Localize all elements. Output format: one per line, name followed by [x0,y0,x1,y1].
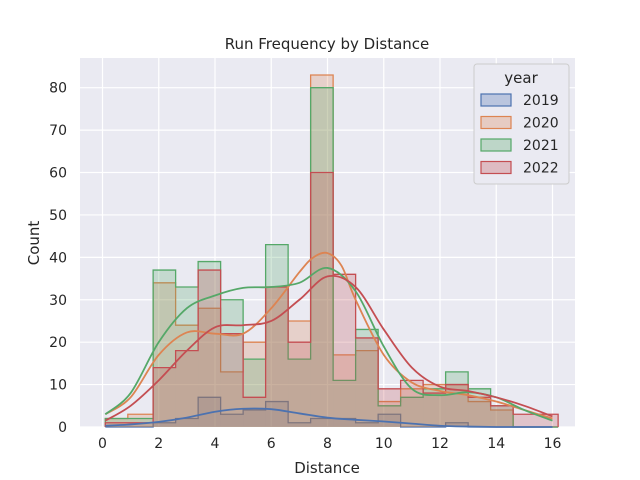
legend-item-2019: 2019 [480,93,559,109]
bar-2022 [490,405,514,427]
legend-item-2020: 2020 [480,115,559,132]
legend-item-2022: 2022 [480,160,559,177]
bar-2020 [153,282,176,427]
bar-2019 [310,418,334,427]
histogram-bars [104,74,559,428]
bar-2022 [175,350,199,427]
legend-item-2021: 2021 [480,138,559,154]
kde-line-2022 [104,275,553,422]
y-tick-label: 0 [58,420,67,436]
bar-2019 [220,414,244,427]
y-tick-label: 20 [49,335,67,351]
bar-2022 [243,397,266,427]
legend-label: 2021 [523,138,559,154]
bars-2022 [104,171,559,427]
bar-2022 [265,287,289,427]
y-axis-label: Count [25,221,43,266]
bar-2020 [220,371,244,427]
bar-2020 [288,320,311,427]
bar-2019 [445,422,469,427]
x-tick-labels: 0 2 4 6 8 10 12 14 16 [98,436,561,452]
legend-label: 2019 [523,93,559,109]
bar-2019 [288,422,311,427]
legend-title: year [504,69,538,87]
legend: year 2019 2020 2021 2022 [473,63,570,185]
legend-swatch [480,93,512,107]
bar-2019 [243,410,266,427]
bar-2019 [175,418,199,427]
bar-2020 [490,410,514,427]
kde-curves [104,251,553,428]
x-tick-label: 12 [431,436,449,452]
legend-label: 2022 [523,161,559,177]
bar-2022 [513,414,536,427]
x-tick-label: 8 [323,436,332,452]
bar-2022 [127,422,154,427]
bar-2019 [153,422,176,427]
y-tick-label: 70 [49,123,67,139]
bar-2020 [333,354,356,427]
bars-2020 [104,74,559,428]
bar-2019 [355,422,379,427]
bar-2021 [243,359,266,427]
x-tick-label: 4 [211,436,220,452]
bar-2021 [490,405,514,427]
legend-swatch [480,115,512,130]
y-tick-label: 40 [49,250,67,266]
bar-2021 [355,329,379,427]
bar-2020 [198,308,221,427]
bar-2022 [220,333,244,427]
bar-2021 [198,261,221,427]
kde-line-2020 [104,251,553,420]
bar-2021 [423,388,446,427]
x-tick-label: 0 [98,436,107,452]
bar-2019 [378,414,401,427]
bar-2020 [400,388,424,427]
bar-2021 [220,299,244,427]
x-tick-label: 14 [487,436,505,452]
bar-2021 [288,359,311,427]
bar-2022 [310,172,334,427]
bar-2022 [468,397,491,427]
bar-2020 [310,74,334,427]
bar-2020 [468,401,491,427]
bar-2022 [423,393,446,427]
bar-2022 [288,342,311,427]
bars-2021 [104,87,559,428]
legend-swatch [480,138,512,152]
bar-2019 [333,418,356,427]
bar-2021 [265,244,289,427]
bar-2021 [400,397,424,427]
bar-2022 [333,274,356,427]
bar-2020 [243,342,266,427]
bar-2022 [400,380,424,427]
bar-2021 [333,380,356,427]
bar-2022 [153,367,176,427]
bar-2020 [355,350,379,427]
x-tick-label: 6 [267,436,276,452]
y-tick-label: 50 [49,208,67,224]
y-tick-label: 60 [49,166,67,182]
step-outline-2021 [104,87,559,428]
chart-title: Run Frequency by Distance [225,35,430,53]
y-tick-label: 30 [49,293,67,309]
y-tick-labels: 0 10 20 30 40 50 60 70 80 [49,81,67,436]
bar-2022 [378,388,401,427]
legend-label: 2020 [523,116,559,132]
x-tick-label: 10 [375,436,393,452]
y-tick-label: 80 [49,81,67,97]
bar-2020 [265,287,289,427]
bar-2021 [445,371,469,427]
legend-swatch [480,160,512,175]
bar-2022 [355,337,379,427]
x-tick-label: 2 [154,436,163,452]
bar-2021 [175,287,199,427]
x-axis-label: Distance [294,459,360,477]
bar-2022 [198,270,221,427]
x-tick-label: 16 [544,436,562,452]
bar-2019 [265,401,289,427]
kde-line-2019 [105,407,553,428]
y-tick-label: 10 [49,378,67,394]
